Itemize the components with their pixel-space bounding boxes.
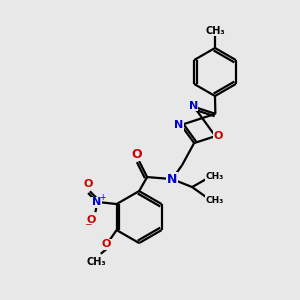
Text: +: + bbox=[99, 193, 106, 202]
Text: O: O bbox=[87, 215, 96, 225]
Text: N: N bbox=[174, 120, 184, 130]
Text: O: O bbox=[84, 179, 93, 189]
Text: CH₃: CH₃ bbox=[205, 172, 223, 181]
Text: N: N bbox=[167, 172, 177, 186]
Text: O: O bbox=[102, 239, 111, 249]
Text: O: O bbox=[132, 148, 142, 160]
Text: CH₃: CH₃ bbox=[205, 26, 225, 36]
Text: N: N bbox=[92, 197, 101, 207]
Text: N: N bbox=[188, 101, 198, 111]
Text: O: O bbox=[214, 131, 223, 141]
Text: CH₃: CH₃ bbox=[205, 196, 223, 205]
Text: CH₃: CH₃ bbox=[87, 257, 106, 267]
Text: −: − bbox=[84, 220, 92, 229]
